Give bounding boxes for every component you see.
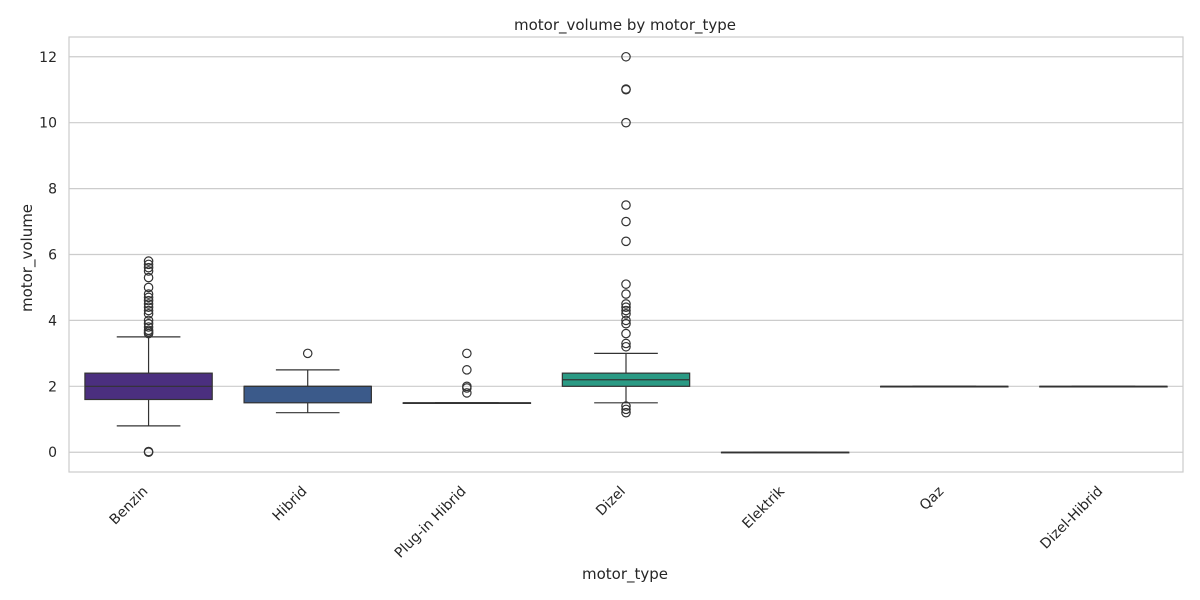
outlier-point	[143, 282, 154, 293]
y-axis-title: motor_volume	[18, 204, 37, 312]
plot-frame	[68, 36, 1184, 473]
y-tick-label: 2	[48, 379, 57, 395]
outlier-point	[621, 51, 631, 62]
outlier-point	[621, 305, 631, 316]
outlier-point	[621, 236, 631, 247]
box-group	[243, 348, 372, 414]
outlier-point	[143, 315, 154, 326]
outlier-point	[621, 289, 631, 299]
outlier-point	[621, 299, 631, 309]
box-group	[880, 385, 1009, 388]
outlier-point	[143, 309, 154, 319]
outlier-point	[143, 259, 154, 270]
outlier-point	[621, 200, 631, 210]
outlier-point	[621, 279, 631, 289]
outlier-point	[621, 302, 631, 313]
outlier-point	[621, 315, 631, 326]
box-group	[1039, 385, 1168, 388]
y-tick-label: 10	[39, 116, 57, 132]
outlier-point	[143, 322, 154, 332]
box-group	[402, 348, 532, 404]
outlier-point	[143, 289, 154, 299]
iqr-box	[243, 385, 372, 404]
outlier-point	[462, 348, 472, 359]
x-axis-title: motor_type	[582, 565, 668, 584]
outlier-point	[143, 292, 154, 303]
outlier-point	[143, 266, 154, 276]
box-group	[84, 256, 213, 458]
y-tick-label: 8	[48, 182, 57, 198]
outlier-point	[621, 117, 631, 128]
outlier-point	[462, 388, 472, 398]
outlier-point	[621, 318, 631, 329]
y-tick-label: 12	[39, 50, 57, 66]
outlier-point	[143, 295, 154, 306]
outlier-point	[143, 325, 154, 336]
outlier-point	[621, 407, 631, 418]
outlier-point	[143, 318, 154, 329]
outlier-point	[621, 309, 631, 319]
box-group	[561, 51, 691, 418]
outlier-point	[143, 446, 154, 457]
y-tick-label: 4	[48, 313, 57, 329]
outlier-point	[143, 305, 154, 316]
outlier-point	[143, 262, 154, 273]
outlier-point	[143, 302, 154, 313]
outlier-point	[462, 381, 472, 392]
y-tick-label: 0	[48, 445, 57, 461]
outlier-point	[143, 256, 154, 266]
outlier-point	[621, 341, 631, 352]
chart-title: motor_volume by motor_type	[514, 16, 736, 35]
outlier-point	[462, 365, 472, 375]
outlier-point	[621, 401, 631, 411]
outlier-point	[621, 216, 631, 227]
y-tick-label: 6	[48, 248, 57, 264]
outlier-point	[143, 299, 154, 309]
box-series	[84, 51, 1168, 458]
outlier-point	[621, 84, 631, 94]
outlier-point	[621, 338, 631, 349]
outlier-point	[621, 404, 631, 415]
outlier-point	[621, 328, 631, 339]
y-tick-labels: 0 2 4 6 8 10 12	[39, 50, 57, 461]
outlier-point	[143, 272, 154, 283]
box-group	[720, 451, 850, 454]
outlier-point	[302, 348, 313, 359]
